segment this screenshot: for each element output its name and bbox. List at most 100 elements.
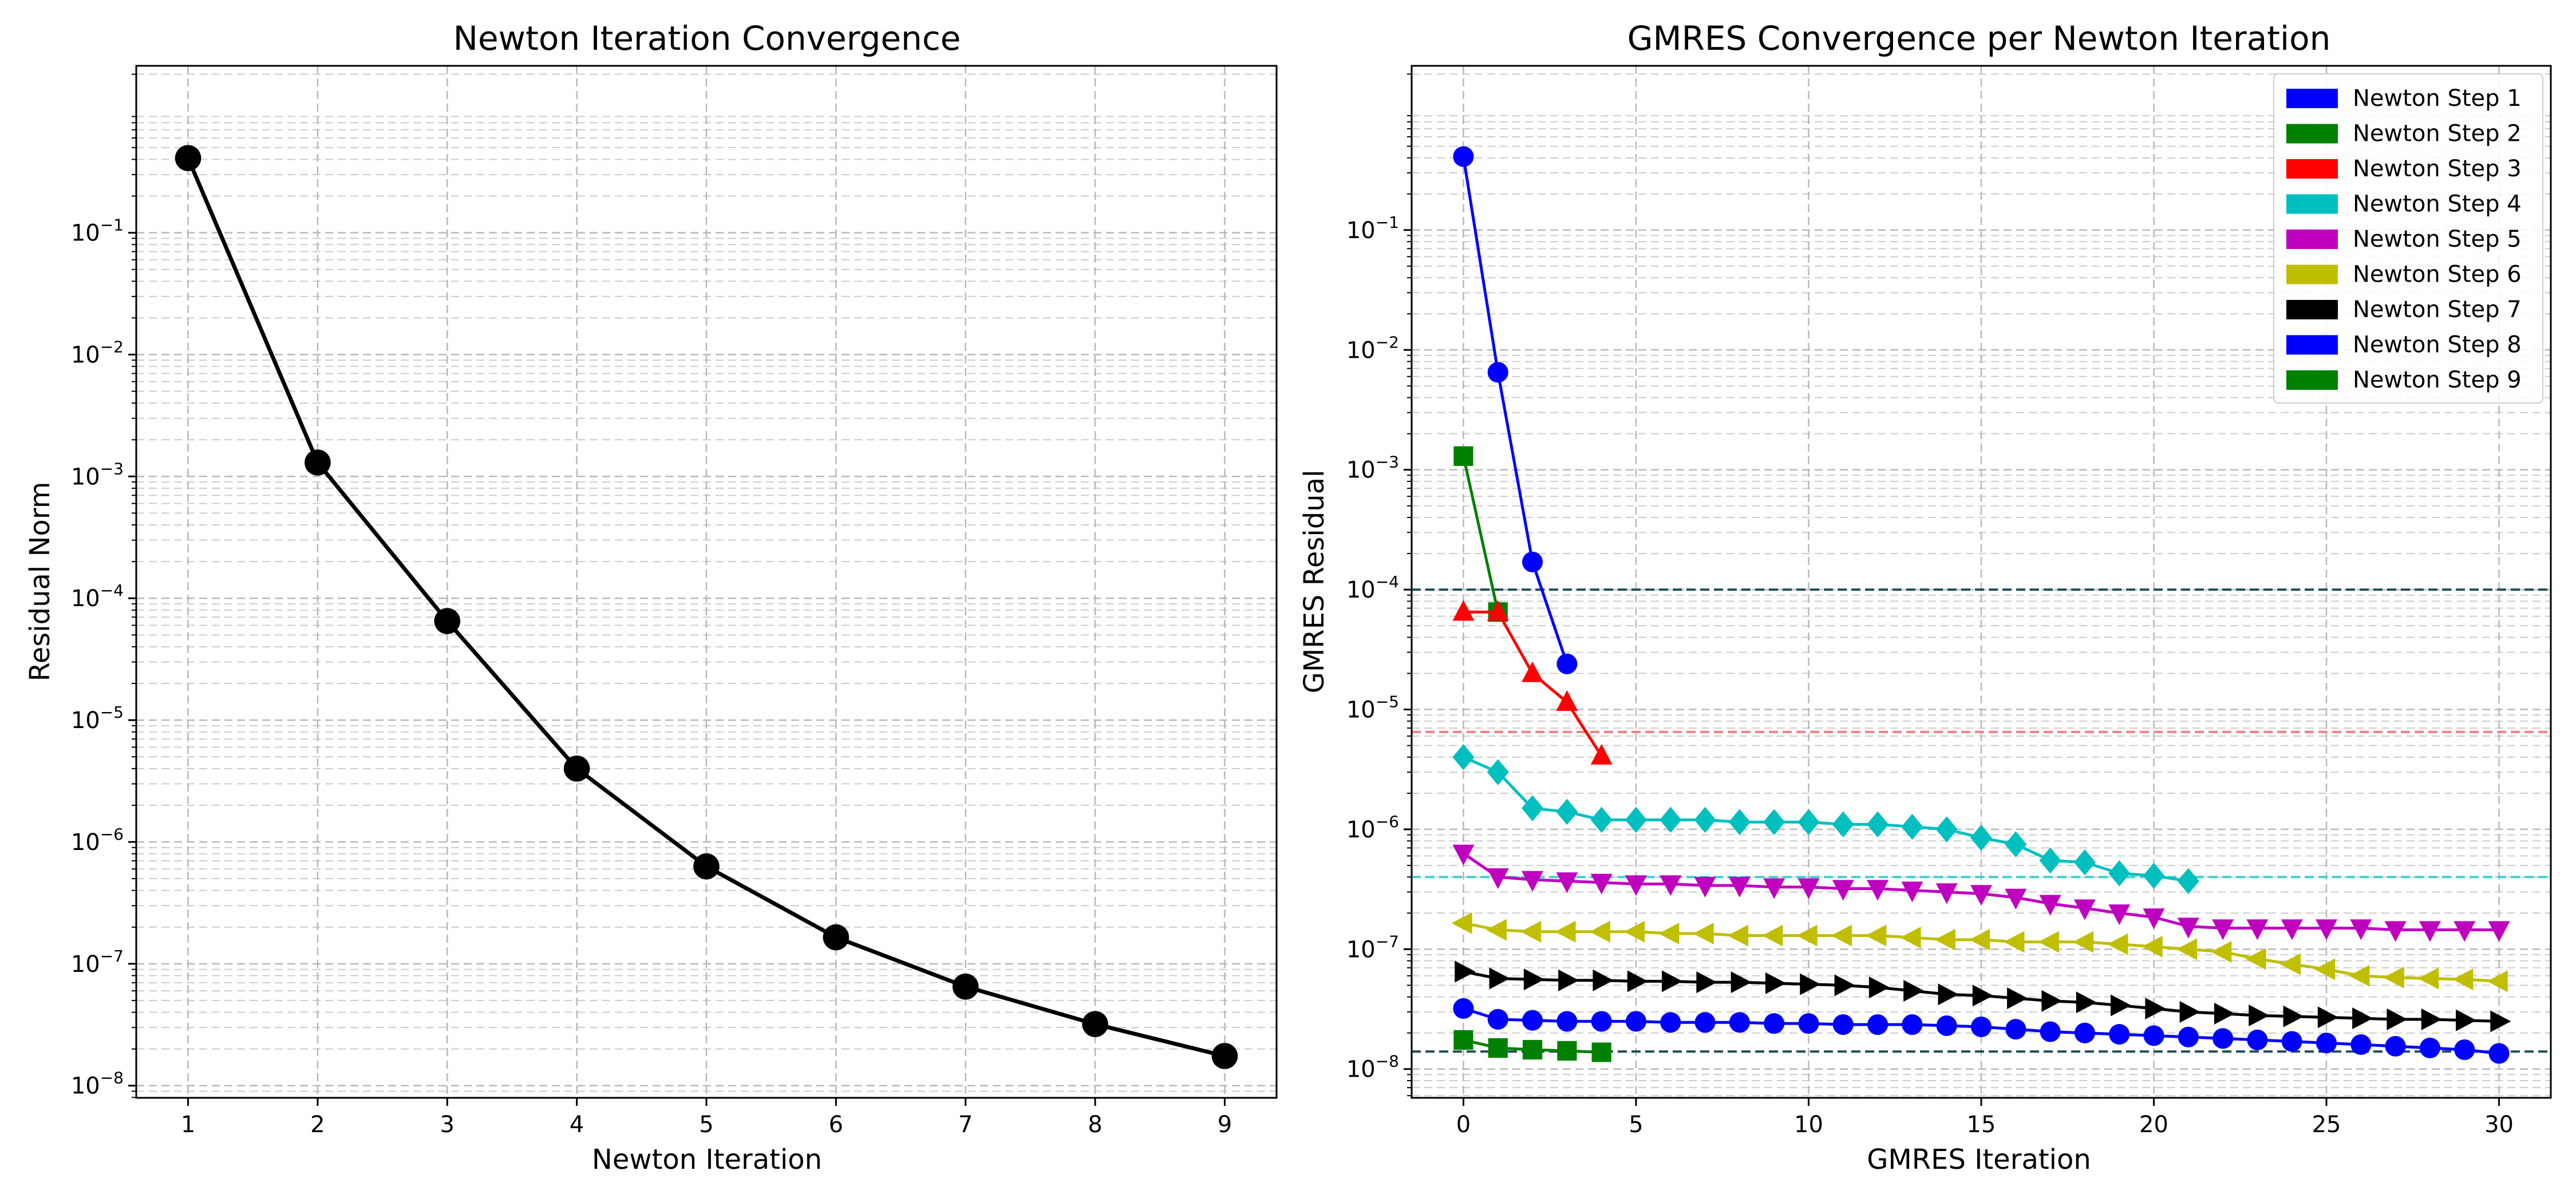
data-point [1694,1012,1716,1033]
data-point [2419,921,2441,942]
legend-label: Newton Step 5 [2353,226,2522,252]
y-tick-label: 10−4 [1346,572,1399,603]
data-point [1658,923,1680,945]
data-point [2350,919,2372,940]
data-point [2211,940,2232,963]
data-point [1693,923,1714,945]
legend-label: Newton Step 7 [2353,296,2522,323]
data-point [1798,1013,1819,1034]
data-point [2453,921,2476,942]
data-point [1797,878,1820,899]
y-tick-label: 10−3 [71,459,124,490]
x-tick-label: 30 [2484,1112,2514,1138]
data-point [2005,831,2027,857]
x-tick-label: 20 [2139,1112,2168,1138]
data-point [1485,919,1507,941]
legend-label: Newton Step 3 [2353,156,2522,182]
data-point [2177,868,2199,895]
series-line [1462,456,1500,612]
data-point [2212,919,2234,940]
data-point [2004,931,2025,953]
data-point [2178,1026,2199,1047]
data-point [1868,976,1890,999]
y-tick-label: 10−6 [71,825,124,856]
data-point [1451,912,1472,934]
data-point [2454,1039,2475,1061]
data-point [2387,1008,2408,1030]
x-tick-label: 5 [699,1112,713,1138]
data-point [1903,979,1925,1002]
data-point [1832,1014,1854,1035]
data-point [1660,875,1682,896]
x-tick-label: 4 [570,1112,584,1138]
data-point [1935,883,1958,904]
data-point [1834,974,1855,997]
data-point [2316,1033,2337,1054]
data-point [1796,924,1818,947]
data-point [1211,1043,1238,1069]
data-point [1488,1038,1508,1058]
data-point [2385,1035,2406,1057]
data-point [2349,964,2370,987]
data-point [2214,1002,2235,1025]
x-tick-label: 1 [181,1112,195,1138]
chart-title: GMRES Convergence per Newton Iteration [1627,19,2331,58]
data-point [1625,806,1647,833]
data-point [2384,921,2407,942]
data-point [2456,1009,2477,1031]
legend-swatch [2286,124,2338,144]
legend-label: Newton Step 8 [2353,332,2522,358]
data-point [1730,971,1752,994]
data-point [2108,904,2131,926]
data-point [2143,1025,2164,1046]
y-tick-label: 10−8 [71,1069,124,1100]
data-point [1902,1014,1923,1035]
x-axis-label: GMRES Iteration [1867,1144,2091,1176]
x-tick-label: 9 [1218,1112,1232,1138]
data-point [1487,868,1509,889]
data-point [2246,919,2269,940]
series-line [1461,156,1568,665]
data-point [1660,806,1682,833]
data-point [1866,924,1887,947]
y-tick-label: 10−2 [71,337,124,368]
data-point [2041,990,2063,1012]
data-point [693,853,720,880]
y-tick-label: 10−7 [71,947,124,978]
data-point [1452,744,1475,770]
data-point [1556,798,1578,825]
x-tick-label: 7 [958,1112,973,1138]
data-point [1765,972,1787,994]
data-point [1453,998,1474,1019]
data-point [2352,1007,2373,1030]
series-4 [1452,744,2199,895]
data-point [1694,806,1716,833]
data-point [1487,759,1509,785]
series-7 [1455,960,2511,1033]
legend-label: Newton Step 4 [2353,191,2522,218]
data-point [2317,1006,2338,1029]
data-point [2179,1001,2200,1023]
legend-label: Newton Step 2 [2353,121,2522,147]
data-point [1728,809,1751,836]
x-tick-label: 15 [1967,1112,1996,1138]
data-point [305,449,331,476]
data-point [1800,973,1821,995]
data-point [1729,1012,1750,1033]
data-point [1934,928,1955,951]
y-tick-label: 10−6 [1346,812,1399,843]
series-6 [1451,912,2508,993]
data-point [1764,1013,1785,1034]
y-tick-label: 10−5 [1346,693,1399,723]
data-point [1901,813,1923,840]
data-point [823,924,850,951]
data-point [1487,362,1508,383]
chart-title: Newton Iteration Convergence [453,19,961,58]
data-point [2177,918,2199,939]
data-point [1763,809,1785,836]
data-point [2073,849,2096,876]
data-point [2145,997,2166,1019]
legend-swatch [2286,230,2338,249]
